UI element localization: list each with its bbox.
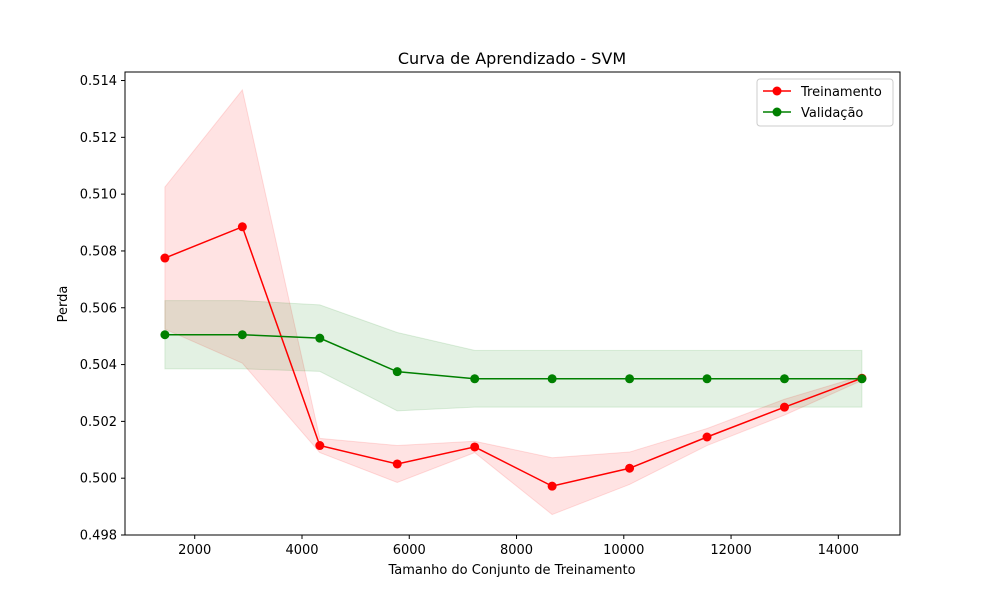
y-tick-label: 0.500 (80, 472, 117, 487)
x-tick-label: 10000 (603, 543, 644, 558)
x-tick-label: 8000 (500, 543, 533, 558)
legend: Treinamento Validação (756, 78, 894, 127)
legend-label-treinamento: Treinamento (800, 85, 882, 100)
x-axis-label: Tamanho do Conjunto de Treinamento (387, 563, 635, 578)
x-tick-label: 14000 (818, 543, 859, 558)
line-validacao (164, 334, 862, 380)
x-axis-ticks: 2000 4000 6000 8000 10000 12000 14000 (178, 535, 859, 558)
point-treinamento (160, 253, 170, 263)
x-tick-label: 4000 (285, 543, 318, 558)
legend-marker-treinamento (772, 86, 782, 96)
point-treinamento (470, 442, 480, 452)
y-tick-label: 0.506 (80, 301, 117, 316)
point-validacao (160, 330, 170, 340)
point-treinamento (315, 441, 325, 451)
y-tick-label: 0.502 (80, 415, 117, 430)
point-validacao (237, 330, 247, 340)
x-tick-label: 6000 (393, 543, 426, 558)
point-validacao (857, 374, 867, 384)
band-validacao (164, 300, 863, 412)
y-tick-label: 0.508 (80, 244, 117, 259)
y-axis-label: Perda (56, 286, 71, 323)
series-markers (160, 222, 867, 491)
y-tick-label: 0.498 (80, 529, 117, 544)
point-treinamento (625, 463, 635, 473)
point-validacao (702, 374, 712, 384)
point-validacao (470, 374, 480, 384)
plot-area-frame (124, 71, 901, 536)
point-validacao (547, 374, 557, 384)
x-tick-label: 2000 (178, 543, 211, 558)
y-tick-label: 0.514 (80, 74, 117, 89)
point-validacao (779, 374, 789, 384)
point-validacao (625, 374, 635, 384)
y-axis-ticks: 0.498 0.500 0.502 0.504 0.506 0.508 0.510 0.512… (80, 74, 125, 544)
y-tick-label: 0.512 (80, 131, 117, 146)
point-treinamento (392, 459, 402, 469)
legend-label-validacao: Validação (801, 106, 863, 121)
y-tick-label: 0.510 (80, 188, 117, 203)
point-validacao (392, 367, 402, 377)
point-treinamento (702, 432, 712, 442)
legend-marker-validacao (772, 107, 782, 117)
chart-title: Curva de Aprendizado - SVM (398, 49, 626, 68)
y-tick-label: 0.504 (80, 358, 117, 373)
point-validacao (315, 333, 325, 343)
point-treinamento (547, 481, 557, 491)
x-tick-label: 12000 (710, 543, 751, 558)
series-lines (164, 225, 863, 487)
point-treinamento (237, 222, 247, 232)
point-treinamento (779, 402, 789, 412)
